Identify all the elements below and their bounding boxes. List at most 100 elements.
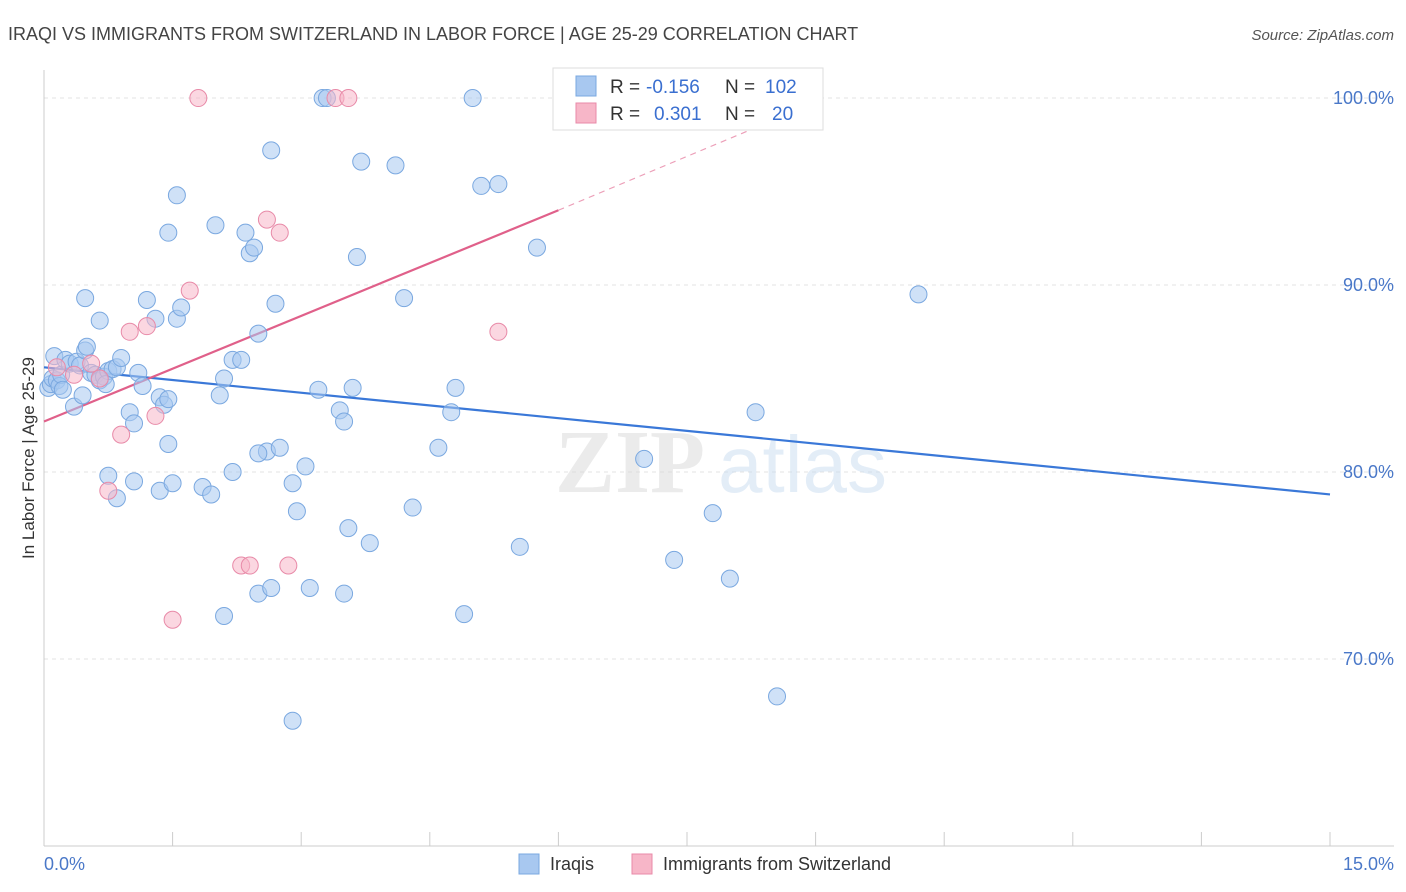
legend-n-value-2: 20	[772, 104, 793, 125]
data-point-switzerland	[112, 425, 131, 444]
data-point-iraqis	[215, 369, 234, 388]
trend-line-switzerland	[43, 209, 559, 423]
data-point-iraqis	[746, 403, 765, 422]
data-point-iraqis	[53, 380, 72, 399]
data-point-iraqis	[300, 578, 319, 597]
data-point-switzerland	[146, 406, 165, 425]
data-point-iraqis	[283, 474, 302, 493]
legend-n-value-1: 102	[765, 77, 797, 98]
data-point-switzerland	[339, 89, 358, 108]
trend-line-extension	[558, 119, 773, 211]
legend-r-value-1: -0.156	[646, 77, 700, 98]
watermark: ZIP atlas	[555, 413, 887, 512]
bottom-legend-label-switzerland: Immigrants from Switzerland	[663, 854, 891, 874]
bottom-legend-label-iraqis: Iraqis	[550, 854, 594, 874]
trend-lines	[43, 119, 1331, 496]
data-point-iraqis	[266, 294, 285, 313]
chart-title: IRAQI VS IMMIGRANTS FROM SWITZERLAND IN …	[8, 24, 858, 44]
data-point-iraqis	[163, 474, 182, 493]
data-point-iraqis	[296, 457, 315, 476]
data-point-iraqis	[283, 711, 302, 730]
data-point-iraqis	[167, 186, 186, 205]
data-point-iraqis	[249, 444, 268, 463]
data-point-iraqis	[472, 176, 491, 195]
data-point-switzerland	[257, 210, 276, 229]
data-point-iraqis	[287, 502, 306, 521]
data-point-switzerland	[137, 317, 156, 336]
data-point-iraqis	[236, 223, 255, 242]
data-point-switzerland	[163, 610, 182, 629]
data-point-switzerland	[65, 365, 84, 384]
data-point-iraqis	[665, 550, 684, 569]
grid-lines	[44, 97, 1394, 660]
legend-r-value-2: 0.301	[654, 104, 702, 125]
data-point-iraqis	[215, 607, 234, 626]
data-point-iraqis	[360, 534, 379, 553]
data-point-iraqis	[210, 386, 229, 405]
data-point-switzerland	[180, 281, 199, 300]
data-point-iraqis	[909, 285, 928, 304]
data-point-iraqis	[309, 380, 328, 399]
data-point-iraqis	[232, 350, 251, 369]
data-point-switzerland	[82, 354, 101, 373]
data-point-iraqis	[159, 434, 178, 453]
data-point-iraqis	[703, 504, 722, 523]
data-points	[39, 89, 928, 730]
data-point-iraqis	[463, 89, 482, 108]
data-point-iraqis	[202, 485, 221, 504]
data-point-iraqis	[386, 156, 405, 175]
chart-source: Source: ZipAtlas.com	[1251, 27, 1394, 44]
data-point-iraqis	[343, 378, 362, 397]
data-point-iraqis	[335, 412, 354, 431]
y-tick-labels: 100.0% 90.0% 80.0% 70.0%	[1333, 88, 1394, 669]
series-legend: Iraqis Immigrants from Switzerland	[518, 853, 891, 875]
data-point-iraqis	[527, 238, 546, 257]
data-point-switzerland	[47, 358, 66, 377]
data-point-iraqis	[335, 584, 354, 603]
y-tick-label: 100.0%	[1333, 88, 1394, 108]
data-point-switzerland	[90, 369, 109, 388]
data-point-iraqis	[77, 337, 96, 356]
data-point-iraqis	[489, 175, 508, 194]
data-point-iraqis	[455, 605, 474, 624]
data-point-switzerland	[189, 89, 208, 108]
data-point-iraqis	[720, 569, 739, 588]
data-point-iraqis	[223, 463, 242, 482]
data-point-iraqis	[442, 403, 461, 422]
legend-box	[552, 67, 824, 131]
trend-line-iraqis	[43, 366, 1331, 496]
data-point-switzerland	[489, 322, 508, 341]
correlation-legend: R = -0.156 N = 102 R = 0.301 N = 20	[552, 67, 824, 131]
data-point-iraqis	[347, 247, 366, 266]
data-point-iraqis	[137, 290, 156, 309]
legend-n-label-1: N =	[725, 77, 755, 98]
data-point-iraqis	[73, 386, 92, 405]
x-ticks	[43, 832, 1331, 846]
data-point-iraqis	[510, 537, 529, 556]
data-point-iraqis	[76, 289, 95, 308]
data-point-iraqis	[112, 348, 131, 367]
watermark-atlas: atlas	[718, 420, 887, 509]
legend-r-label-1: R =	[610, 77, 640, 98]
data-point-iraqis	[352, 152, 371, 171]
data-point-iraqis	[635, 449, 654, 468]
data-point-iraqis	[159, 390, 178, 409]
data-point-iraqis	[768, 687, 787, 706]
data-point-iraqis	[249, 324, 268, 343]
y-tick-label: 70.0%	[1343, 649, 1394, 669]
bottom-legend-swatch-switzerland	[631, 853, 653, 875]
legend-swatch-iraqis	[575, 75, 597, 97]
data-point-iraqis	[133, 377, 152, 396]
data-point-iraqis	[90, 311, 109, 330]
data-point-iraqis	[403, 498, 422, 517]
data-point-iraqis	[99, 466, 118, 485]
data-point-iraqis	[262, 141, 281, 160]
y-axis-title: In Labor Force | Age 25-29	[19, 357, 38, 559]
data-point-iraqis	[172, 298, 191, 317]
x-tick-label-min: 0.0%	[44, 854, 85, 874]
data-point-iraqis	[270, 438, 289, 457]
data-point-switzerland	[270, 223, 289, 242]
bottom-legend-swatch-iraqis	[518, 853, 540, 875]
data-point-iraqis	[339, 519, 358, 538]
